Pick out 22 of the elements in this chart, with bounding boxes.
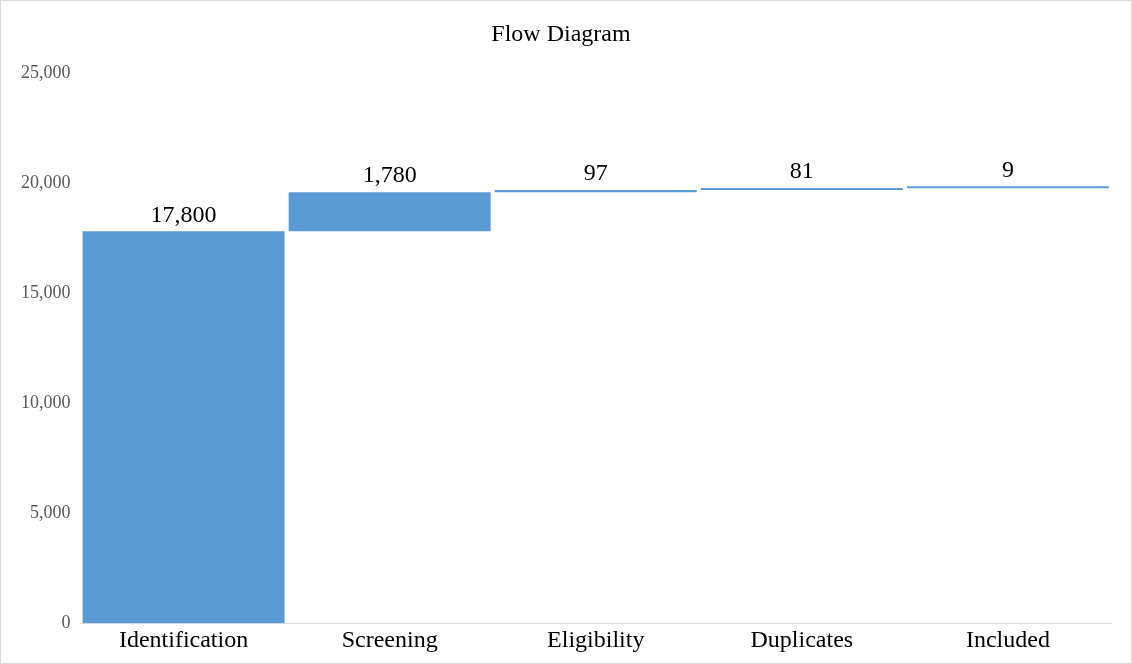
bar <box>700 187 903 190</box>
bar <box>906 186 1109 189</box>
y-tick-label: 10,000 <box>21 391 71 412</box>
x-tick-label: Eligibility <box>547 625 645 652</box>
data-label: 17,800 <box>150 200 217 227</box>
y-tick-label: 20,000 <box>21 171 71 192</box>
y-tick-label: 15,000 <box>21 281 71 302</box>
x-tick-label: Identification <box>118 625 249 652</box>
x-tick-label: Duplicates <box>750 625 854 652</box>
bar <box>494 189 697 193</box>
bar <box>288 192 491 232</box>
x-tick-label: Screening <box>341 625 438 652</box>
chart-title: Flow Diagram <box>491 19 631 46</box>
y-tick-label: 0 <box>61 611 71 632</box>
x-tick-label: Included <box>965 625 1050 652</box>
data-label: 1,780 <box>362 161 417 188</box>
y-tick-label: 5,000 <box>30 501 71 522</box>
bar <box>82 231 285 624</box>
data-label: 97 <box>583 159 608 186</box>
y-tick-label: 25,000 <box>21 61 71 82</box>
data-label: 81 <box>789 157 814 184</box>
data-label: 9 <box>1001 155 1014 182</box>
